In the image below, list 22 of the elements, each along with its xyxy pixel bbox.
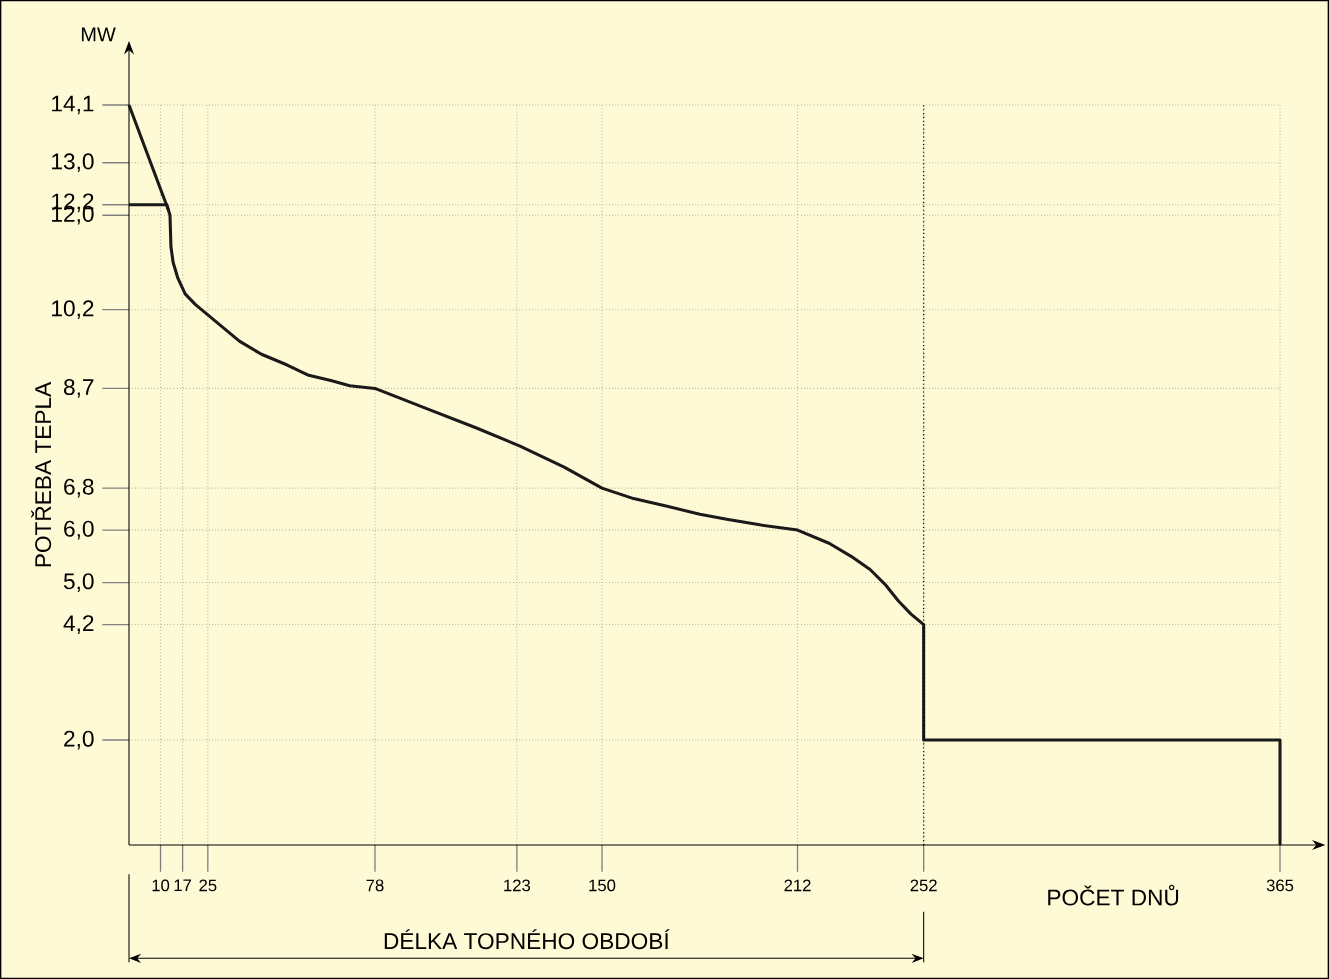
y-tick-label: 13,0	[52, 153, 94, 173]
x-tick-label: 252	[910, 879, 937, 892]
x-tick-label: 17	[174, 879, 192, 891]
x-tick-label: 10	[152, 879, 170, 892]
y-tick-label: 6,8	[64, 478, 94, 498]
x-tick-label: 123	[504, 879, 531, 892]
x-tick-label: 25	[199, 879, 217, 892]
x-tick-label: 78	[366, 879, 384, 892]
y-tick-label: 10,2	[52, 300, 94, 320]
x-tick-label: 365	[1266, 879, 1294, 892]
x-axis-title: POČET DNŮ	[1048, 884, 1179, 906]
y-tick-label: 4,2	[63, 615, 94, 634]
y-tick-label: 14,1	[52, 95, 94, 115]
x-tick-label: 150	[589, 879, 616, 892]
text: MW	[81, 27, 116, 42]
y-axis-title: POTŘEBA TEPLA	[31, 381, 52, 567]
y-tick-label: 8,7	[63, 379, 94, 398]
ref-line-label: DÉLKA TOPNÉHO OBDOBÍ	[384, 929, 670, 950]
y-tick-label: 5,0	[63, 573, 94, 592]
y-tick-label: 2,0	[64, 730, 94, 750]
x-tick-label: 212	[784, 879, 811, 892]
y-tick-label: 6,0	[64, 520, 94, 540]
